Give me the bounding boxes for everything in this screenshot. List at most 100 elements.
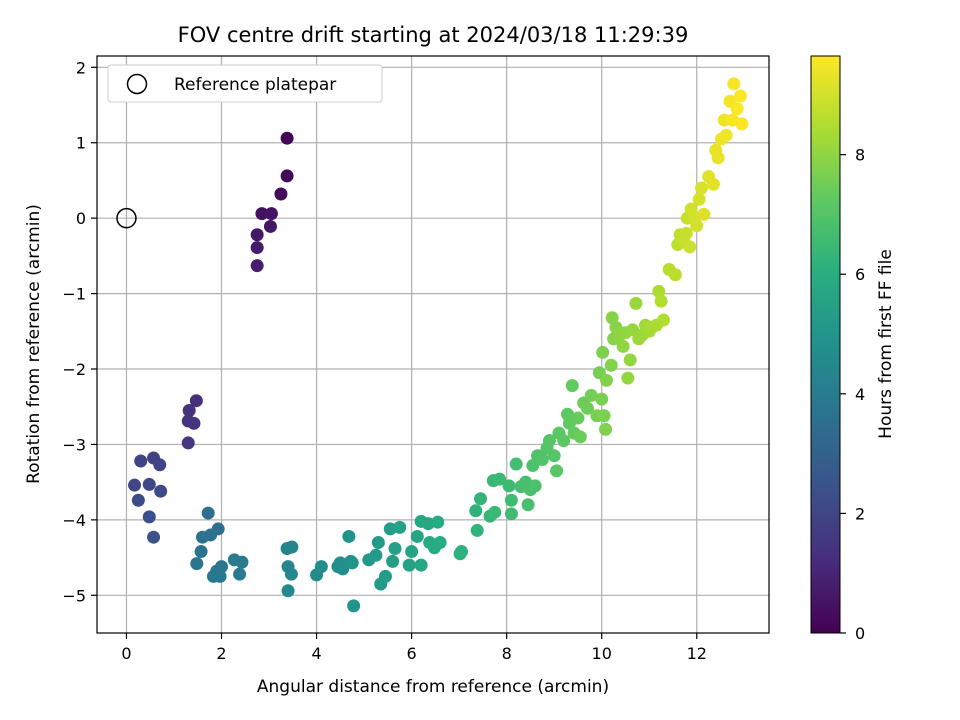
- data-point: [189, 394, 203, 408]
- colorbar-label: Hours from first FF file: [876, 249, 896, 439]
- data-point: [584, 388, 598, 402]
- data-point: [526, 459, 540, 473]
- data-point: [599, 422, 613, 436]
- data-point: [469, 504, 483, 518]
- data-point: [629, 296, 643, 310]
- x-tick-label: 2: [216, 644, 226, 663]
- x-gridlines: [125, 56, 698, 633]
- data-point: [711, 151, 725, 165]
- x-tick-label: 8: [502, 644, 512, 663]
- data-point: [213, 569, 227, 583]
- colorbar-tick-label: 2: [855, 504, 865, 523]
- colorbar: 0 2 4 6 8 Hours from first FF file: [810, 55, 896, 643]
- data-point: [573, 430, 587, 444]
- data-point: [393, 520, 407, 534]
- data-point: [604, 358, 618, 372]
- data-point: [470, 523, 484, 537]
- data-point: [386, 554, 400, 568]
- data-point: [369, 548, 383, 562]
- data-point: [580, 401, 594, 415]
- data-point: [274, 187, 288, 201]
- data-point: [735, 117, 749, 131]
- data-point: [410, 529, 424, 543]
- data-point: [616, 339, 630, 353]
- data-point: [388, 542, 402, 556]
- data-point: [264, 207, 278, 221]
- data-point: [571, 411, 585, 425]
- data-point: [154, 484, 168, 498]
- data-point: [502, 479, 516, 493]
- plot-frame: [96, 55, 770, 634]
- data-point: [683, 240, 697, 254]
- legend: Reference platepar: [107, 64, 383, 103]
- x-tick-label: 4: [311, 644, 321, 663]
- data-point: [504, 507, 518, 521]
- data-point: [509, 457, 523, 471]
- colorbar-tick-label: 6: [855, 265, 865, 284]
- data-point: [131, 493, 145, 507]
- data-point: [654, 294, 668, 308]
- data-point: [405, 545, 419, 559]
- data-point: [652, 284, 666, 298]
- x-axis-ticks: 0 2 4 6 8 10 12: [121, 633, 707, 663]
- data-point: [605, 311, 619, 325]
- data-point: [433, 535, 447, 549]
- data-point: [727, 77, 741, 91]
- data-point: [668, 268, 682, 282]
- y-gridlines: [97, 66, 769, 596]
- data-point: [455, 545, 469, 559]
- data-point: [250, 228, 264, 242]
- x-tick-label: 6: [407, 644, 417, 663]
- data-point: [521, 498, 535, 512]
- data-point: [474, 492, 488, 506]
- data-point: [596, 345, 610, 359]
- data-point: [431, 515, 445, 529]
- y-tick-label: 1: [76, 134, 86, 153]
- data-point: [285, 540, 299, 554]
- data-point: [371, 535, 385, 549]
- data-point: [623, 353, 637, 367]
- data-point: [679, 226, 693, 240]
- data-point: [402, 558, 416, 572]
- data-point: [153, 458, 167, 472]
- y-tick-label: 0: [76, 209, 86, 228]
- data-point: [733, 89, 747, 103]
- data-points: [128, 77, 749, 613]
- data-point: [621, 371, 635, 385]
- data-point: [134, 454, 148, 468]
- colorbar-tick-label: 0: [855, 624, 865, 643]
- data-point: [595, 392, 609, 406]
- data-point: [196, 530, 210, 544]
- data-point: [280, 169, 294, 183]
- y-tick-label: −5: [62, 586, 86, 605]
- data-point: [535, 453, 549, 467]
- data-point: [147, 530, 161, 544]
- x-tick-label: 10: [592, 644, 612, 663]
- data-point: [314, 560, 328, 574]
- chart-title: FOV centre drift starting at 2024/03/18 …: [178, 23, 689, 47]
- reference-platepar-marker: [116, 207, 137, 229]
- data-point: [542, 434, 556, 448]
- data-point: [730, 102, 744, 116]
- data-point: [280, 131, 294, 145]
- y-tick-label: −1: [62, 285, 86, 304]
- y-tick-label: −4: [62, 511, 86, 530]
- data-point: [345, 556, 359, 570]
- y-tick-label: −3: [62, 435, 86, 454]
- data-point: [493, 472, 507, 486]
- x-axis-label: Angular distance from reference (arcmin): [257, 677, 609, 697]
- data-point: [233, 567, 247, 581]
- data-point: [697, 207, 711, 221]
- data-point: [378, 569, 392, 583]
- data-point: [565, 379, 579, 393]
- data-point: [187, 416, 201, 430]
- data-point: [528, 479, 542, 493]
- data-point: [281, 584, 295, 598]
- data-point: [181, 436, 195, 450]
- data-point: [692, 192, 706, 206]
- data-point: [557, 434, 571, 448]
- data-point: [504, 493, 518, 507]
- data-point: [182, 403, 196, 417]
- data-point: [255, 207, 269, 221]
